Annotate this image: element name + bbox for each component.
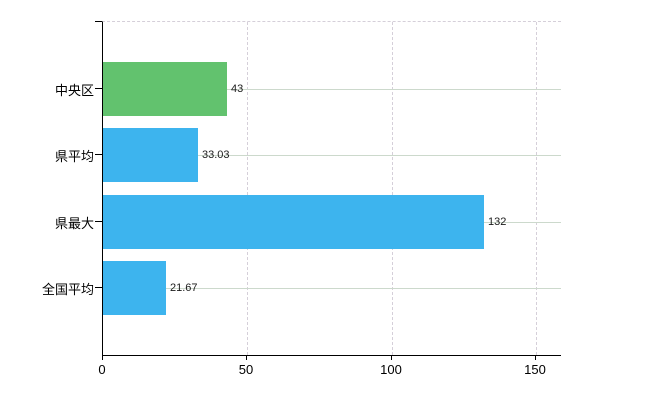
category-label-中央区: 中央区: [54, 83, 94, 98]
bar-value-label: 33.03: [202, 149, 230, 161]
y-axis-tick: [95, 88, 102, 89]
bar-value-label: 43: [231, 83, 244, 95]
bar-value-label: 132: [488, 216, 507, 228]
y-axis-tick: [95, 287, 102, 288]
category-label-全国平均: 全国平均: [41, 282, 94, 297]
x-axis-tick: [102, 355, 103, 360]
vertical-gridline: [536, 22, 537, 355]
category-label-県平均: 県平均: [54, 149, 94, 164]
bar-value-label: 21.67: [170, 282, 198, 294]
x-axis-tick-label: 0: [98, 362, 106, 377]
horizontal-gridline: [103, 155, 561, 156]
bar-県平均: [103, 128, 198, 182]
y-axis-tick: [95, 154, 102, 155]
horizontal-gridline: [103, 89, 561, 90]
category-label-県最大: 県最大: [54, 216, 94, 231]
plot-area: 43 33.03 132 21.67: [102, 21, 561, 356]
x-axis-tick-label: 100: [380, 362, 402, 377]
x-axis-tick-label: 150: [524, 362, 546, 377]
y-axis-tick: [95, 21, 102, 22]
x-axis-tick: [391, 355, 392, 360]
bar-県最大: [103, 195, 484, 249]
bar-全国平均: [103, 261, 166, 315]
x-axis-tick: [246, 355, 247, 360]
vertical-gridline: [247, 22, 248, 355]
horizontal-gridline: [103, 288, 561, 289]
y-axis-tick: [95, 221, 102, 222]
bar-中央区: [103, 62, 227, 116]
x-axis-tick-label: 50: [238, 362, 254, 377]
vertical-gridline: [392, 22, 393, 355]
x-axis-tick: [535, 355, 536, 360]
